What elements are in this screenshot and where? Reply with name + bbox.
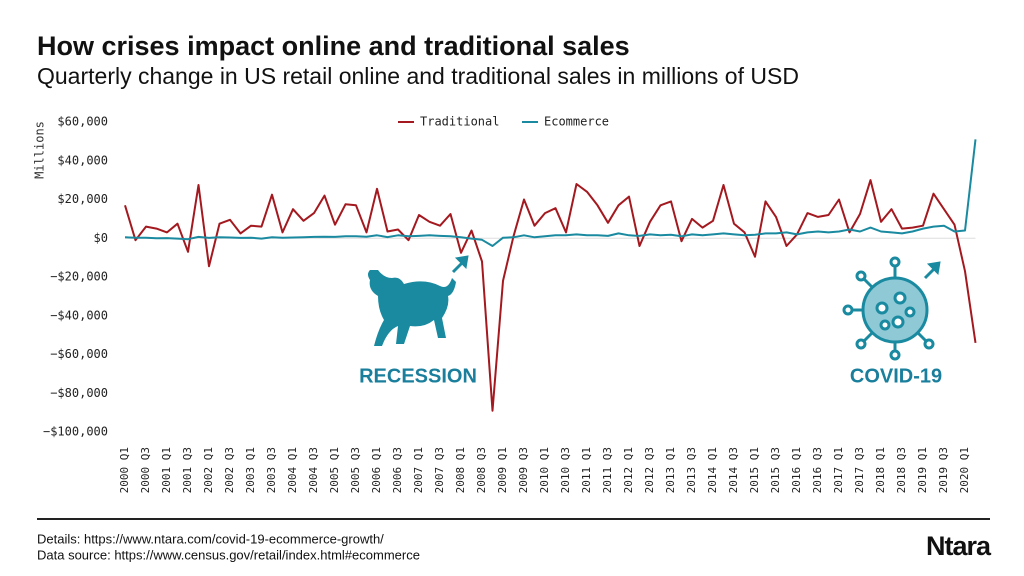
y-tick-label: −$20,000 — [50, 270, 108, 284]
x-tick-label: 2017 Q3 — [853, 447, 866, 493]
legend-label: Traditional — [420, 115, 499, 129]
chart-title: How crises impact online and traditional… — [37, 31, 630, 61]
x-tick-label: 2010 Q3 — [559, 447, 572, 493]
x-tick-label: 2013 Q1 — [664, 447, 677, 493]
x-tick-label: 2003 Q1 — [244, 447, 257, 493]
x-tick-label: 2011 Q1 — [580, 447, 593, 493]
x-tick-label: 2020 Q1 — [958, 447, 971, 493]
y-tick-label: $40,000 — [57, 153, 108, 167]
x-tick-label: 2019 Q3 — [937, 447, 950, 493]
annotation: COVID-19 — [850, 365, 942, 387]
recession-arrow — [451, 255, 469, 274]
chart-subtitle: Quarterly change in US retail online and… — [37, 63, 799, 89]
x-tick-label: 2001 Q3 — [181, 447, 194, 493]
x-tick-label: 2009 Q3 — [517, 447, 530, 493]
x-tick-label: 2016 Q1 — [790, 447, 803, 493]
x-tick-label: 2007 Q1 — [412, 447, 425, 493]
x-tick-label: 2010 Q1 — [538, 447, 551, 493]
x-tick-label: 2018 Q3 — [895, 447, 908, 493]
x-tick-label: 2008 Q1 — [454, 447, 467, 493]
x-tick-label: 2015 Q1 — [748, 447, 761, 493]
y-tick-label: −$40,000 — [50, 308, 108, 322]
x-tick-label: 2016 Q3 — [811, 447, 824, 493]
details: Details: https://www.ntara.com/covid-19-… — [37, 531, 384, 546]
x-tick-label: 2015 Q3 — [769, 447, 782, 493]
source: Data source: https://www.census.gov/reta… — [37, 547, 420, 562]
x-tick-label: 2003 Q3 — [265, 447, 278, 493]
bull-icon — [368, 270, 456, 346]
y-tick-label: −$60,000 — [50, 347, 108, 361]
virus-icon — [842, 256, 935, 361]
x-tick-label: 2002 Q1 — [202, 447, 215, 493]
x-tick-label: 2002 Q3 — [223, 447, 236, 493]
x-tick-label: 2006 Q1 — [370, 447, 383, 493]
x-tick-label: 2005 Q1 — [328, 447, 341, 493]
x-tick-label: 2012 Q3 — [643, 447, 656, 493]
x-tick-label: 2004 Q3 — [307, 447, 320, 493]
x-tick-label: 2009 Q1 — [496, 447, 509, 493]
y-tick-label: −$100,000 — [43, 425, 108, 439]
legend-label: Ecommerce — [544, 115, 609, 129]
y-tick-label: $60,000 — [57, 115, 108, 129]
x-tick-label: 2012 Q1 — [622, 447, 635, 493]
series-line — [124, 179, 977, 412]
y-tick-label: −$80,000 — [50, 386, 108, 400]
y-axis-label: Millions — [33, 121, 47, 179]
y-tick-label: $20,000 — [57, 192, 108, 206]
x-tick-label: 2004 Q1 — [286, 447, 299, 493]
x-tick-label: 2018 Q1 — [874, 447, 887, 493]
x-tick-label: 2006 Q3 — [391, 447, 404, 493]
x-tick-label: 2008 Q3 — [475, 447, 488, 493]
annotation: RECESSION — [359, 365, 477, 387]
x-tick-label: 2017 Q1 — [832, 447, 845, 493]
x-tick-label: 2007 Q3 — [433, 447, 446, 493]
x-tick-label: 2005 Q3 — [349, 447, 362, 493]
x-tick-label: 2000 Q3 — [139, 447, 152, 493]
x-tick-label: 2014 Q3 — [727, 447, 740, 493]
x-tick-label: 2001 Q1 — [160, 447, 173, 493]
brand-logo: Ntara — [926, 531, 992, 561]
series-line — [124, 139, 977, 247]
x-tick-label: 2011 Q3 — [601, 447, 614, 493]
x-tick-label: 2013 Q3 — [685, 447, 698, 493]
x-tick-label: 2000 Q1 — [118, 447, 131, 493]
covid-arrow — [923, 261, 941, 280]
x-tick-label: 2019 Q1 — [916, 447, 929, 493]
y-tick-label: $0 — [94, 231, 108, 245]
x-tick-label: 2014 Q1 — [706, 447, 719, 493]
